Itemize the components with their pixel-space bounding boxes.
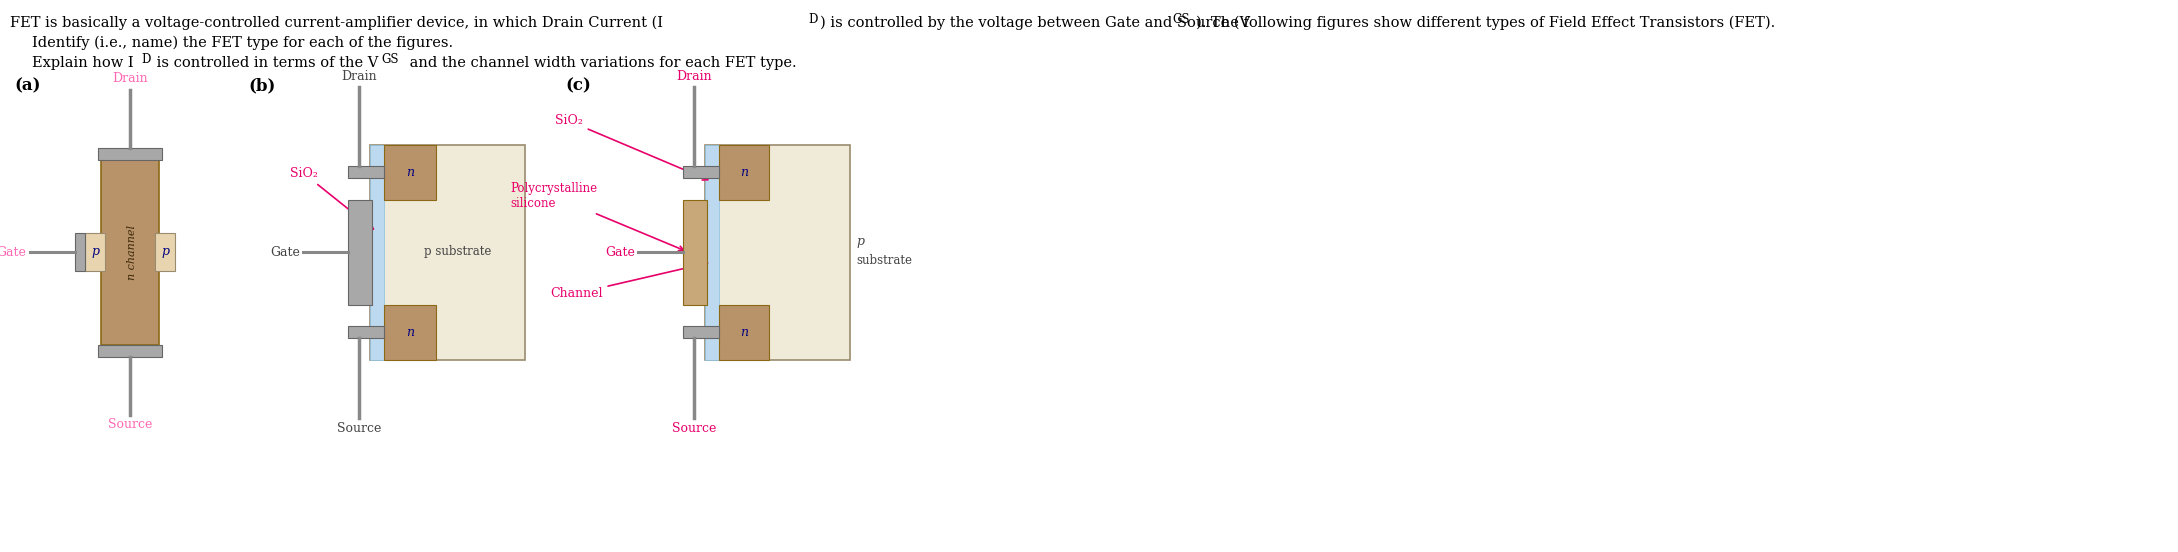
Text: (a): (a): [13, 77, 41, 94]
Text: Gate: Gate: [270, 246, 301, 258]
Text: GS: GS: [1172, 13, 1189, 26]
Text: n: n: [741, 326, 747, 338]
Bar: [348, 199, 372, 305]
Bar: [719, 305, 769, 359]
Bar: [370, 145, 383, 359]
Text: D: D: [808, 13, 817, 26]
Bar: [98, 147, 161, 160]
Text: n: n: [405, 326, 414, 338]
Text: n channel: n channel: [126, 225, 137, 279]
Text: ). The following figures show different types of Field Effect Transistors (FET).: ). The following figures show different …: [1196, 16, 1775, 30]
Text: Drain: Drain: [675, 70, 712, 82]
Bar: [155, 233, 174, 271]
Bar: [100, 160, 159, 344]
Text: Source: Source: [671, 422, 717, 434]
Text: FET is basically a voltage-controlled current-amplifier device, in which Drain C: FET is basically a voltage-controlled cu…: [11, 16, 662, 30]
Text: n: n: [741, 166, 747, 178]
Text: substrate: substrate: [856, 253, 913, 267]
Bar: [370, 145, 525, 359]
Bar: [719, 145, 769, 199]
Text: Source: Source: [109, 418, 152, 432]
Bar: [706, 145, 719, 359]
Bar: [74, 233, 85, 271]
Text: SiO₂: SiO₂: [555, 114, 708, 180]
Text: Explain how I: Explain how I: [33, 56, 133, 70]
Text: D: D: [142, 53, 150, 66]
Text: SiO₂: SiO₂: [290, 167, 372, 229]
Bar: [348, 326, 383, 338]
Text: (c): (c): [564, 77, 590, 94]
Bar: [684, 166, 719, 178]
Bar: [684, 199, 708, 305]
Bar: [383, 145, 436, 199]
Text: p: p: [856, 236, 865, 248]
Text: n: n: [405, 166, 414, 178]
Text: p: p: [161, 246, 170, 258]
Text: ) is controlled by the voltage between Gate and Source (V: ) is controlled by the voltage between G…: [819, 16, 1250, 30]
Bar: [706, 145, 849, 359]
Text: Identify (i.e., name) the FET type for each of the figures.: Identify (i.e., name) the FET type for e…: [33, 36, 453, 50]
Bar: [348, 166, 383, 178]
Text: p: p: [91, 246, 98, 258]
Text: is controlled in terms of the V: is controlled in terms of the V: [152, 56, 379, 70]
Text: and the channel width variations for each FET type.: and the channel width variations for eac…: [405, 56, 797, 70]
Bar: [98, 344, 161, 357]
Text: Drain: Drain: [113, 72, 148, 86]
Text: Source: Source: [338, 422, 381, 434]
Text: Polycrystalline
silicone: Polycrystalline silicone: [510, 182, 684, 251]
Text: p substrate: p substrate: [425, 246, 492, 258]
Bar: [383, 305, 436, 359]
Text: Channel: Channel: [551, 262, 708, 300]
Text: Gate: Gate: [0, 246, 26, 258]
Text: Drain: Drain: [342, 70, 377, 82]
Text: GS: GS: [381, 53, 399, 66]
Bar: [684, 326, 719, 338]
Text: (b): (b): [248, 77, 274, 94]
Bar: [85, 233, 105, 271]
Text: Gate: Gate: [605, 246, 636, 258]
